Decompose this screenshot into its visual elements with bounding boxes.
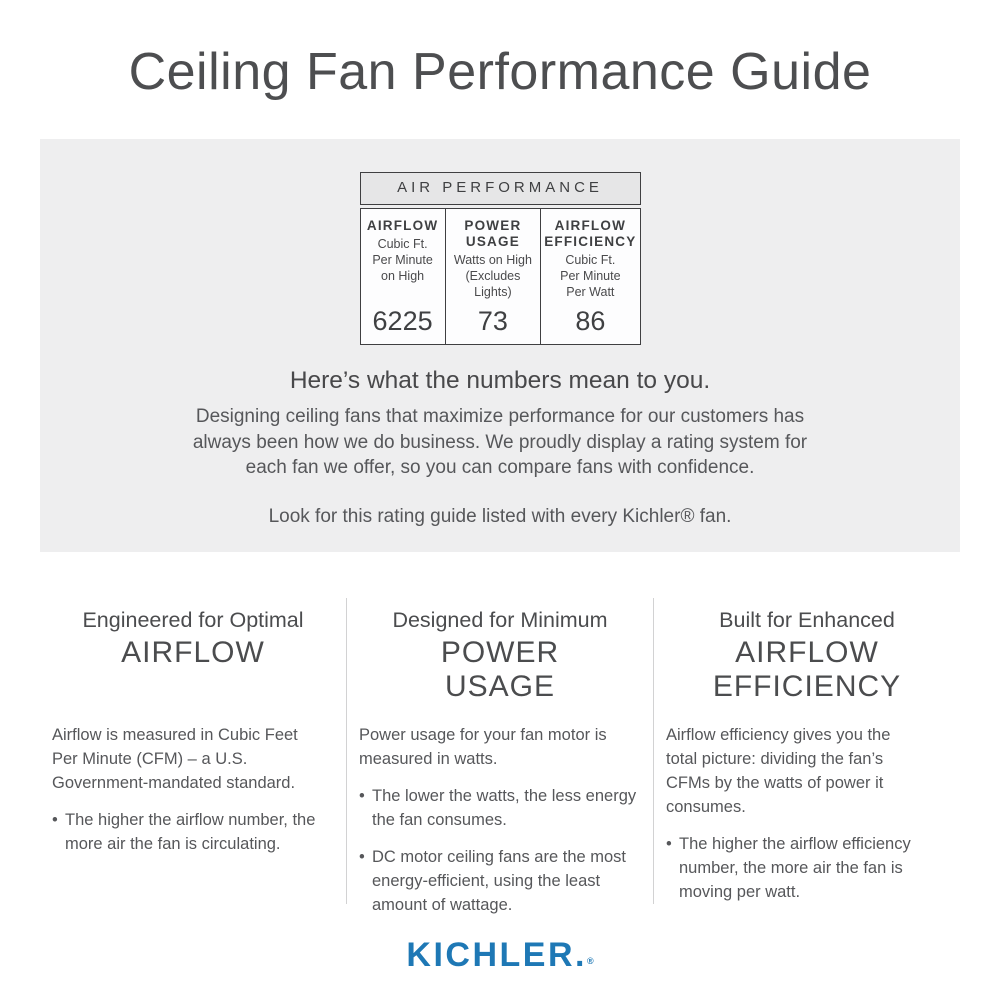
metric-label: AIRFLOW EFFICIENCY: [544, 218, 637, 249]
registered-trademark-icon: ®: [586, 956, 594, 966]
kichler-logo: KICHLER.®: [406, 936, 593, 975]
feature-head: Designed for Minimum POWER USAGE: [359, 598, 641, 724]
metric-value: 6225: [372, 306, 433, 336]
feature-head: Engineered for Optimal AIRFLOW: [52, 598, 334, 724]
bullet-icon: •: [359, 786, 365, 805]
bullet-icon: •: [52, 810, 58, 829]
feature-title: POWER USAGE: [440, 635, 560, 703]
rating-explainer-panel: AIR PERFORMANCE AIRFLOW Cubic Ft. Per Mi…: [40, 139, 960, 552]
metric-label: POWER USAGE: [464, 218, 522, 249]
air-performance-card-header: AIR PERFORMANCE: [359, 172, 641, 205]
metric-sublabel: Cubic Ft. Per Minute Per Watt: [560, 252, 621, 299]
feature-eyebrow: Engineered for Optimal: [82, 608, 304, 632]
feature-airflow-efficiency: Built for Enhanced AIRFLOW EFFICIENCY Ai…: [653, 598, 960, 904]
feature-description: Airflow is measured in Cubic Feet Per Mi…: [52, 726, 298, 792]
explainer-body: Designing ceiling fans that maximize per…: [192, 406, 808, 479]
feature-bullet: • DC motor ceiling fans are the most ene…: [359, 846, 641, 918]
feature-title: AIRFLOW: [121, 635, 265, 669]
bullet-icon: •: [666, 834, 672, 853]
feature-bullet: • The lower the watts, the less energy t…: [359, 785, 641, 833]
feature-head: Built for Enhanced AIRFLOW EFFICIENCY: [666, 598, 948, 724]
feature-eyebrow: Built for Enhanced: [719, 608, 895, 632]
metric-value: 86: [575, 306, 606, 336]
bullet-text: The lower the watts, the less energy the…: [372, 786, 637, 829]
bullet-text: DC motor ceiling fans are the most energ…: [372, 847, 627, 914]
metric-airflow-efficiency: AIRFLOW EFFICIENCY Cubic Ft. Per Minute …: [540, 209, 639, 344]
air-performance-card: AIR PERFORMANCE AIRFLOW Cubic Ft. Per Mi…: [359, 172, 641, 345]
feature-bullet: • The higher the airflow number, the mor…: [52, 809, 334, 857]
metric-value: 73: [477, 306, 508, 336]
bullet-text: The higher the airflow number, the more …: [65, 810, 316, 853]
feature-airflow: Engineered for Optimal AIRFLOW Airflow i…: [40, 598, 346, 904]
kichler-logo-text: KICHLER.: [406, 936, 587, 974]
feature-title: AIRFLOW EFFICIENCY: [712, 635, 902, 703]
feature-columns: Engineered for Optimal AIRFLOW Airflow i…: [40, 598, 960, 914]
bullet-icon: •: [359, 847, 365, 866]
feature-description: Airflow efficiency gives you the total p…: [666, 726, 891, 816]
explainer-note: Look for this rating guide listed with e…: [268, 505, 732, 527]
bullet-text: The higher the airflow efficiency number…: [679, 834, 911, 901]
footer: KICHLER.®: [0, 936, 1000, 975]
feature-eyebrow: Designed for Minimum: [392, 608, 608, 632]
feature-power-usage: Designed for Minimum POWER USAGE Power u…: [346, 598, 653, 914]
feature-description: Power usage for your fan motor is measur…: [359, 726, 607, 768]
page-title: Ceiling Fan Performance Guide: [128, 43, 872, 101]
explainer-heading: Here’s what the numbers mean to you.: [289, 367, 711, 394]
feature-bullet: • The higher the airflow efficiency numb…: [666, 833, 948, 905]
metric-label: AIRFLOW: [366, 218, 439, 233]
metric-sublabel: Watts on High (Excludes Lights): [453, 252, 532, 299]
metric-power-usage: POWER USAGE Watts on High (Excludes Ligh…: [444, 209, 541, 344]
metric-sublabel: Cubic Ft. Per Minute on High: [372, 236, 433, 283]
metric-airflow: AIRFLOW Cubic Ft. Per Minute on High 622…: [361, 209, 445, 344]
air-performance-card-body: AIRFLOW Cubic Ft. Per Minute on High 622…: [359, 208, 641, 345]
